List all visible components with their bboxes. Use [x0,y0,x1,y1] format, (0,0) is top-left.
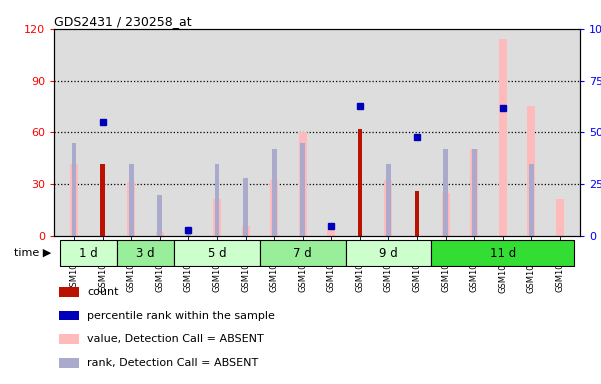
Text: GDS2431 / 230258_at: GDS2431 / 230258_at [54,15,192,28]
Bar [213,199,221,236]
Bar [499,39,507,236]
Bar [470,149,478,236]
Text: value, Detection Call = ABSENT: value, Detection Call = ABSENT [87,334,264,344]
Text: 11 d: 11 d [490,247,516,260]
Bar [386,164,391,236]
Bar [100,164,105,236]
Bar [442,193,450,236]
Bar [415,191,419,236]
Bar [59,358,79,368]
Bar [444,149,448,236]
Bar [346,240,432,266]
Bar [59,311,79,321]
Bar [529,164,534,236]
Bar [358,129,362,236]
Text: time ▶: time ▶ [14,248,51,258]
Bar [385,180,392,236]
Bar [60,240,117,266]
Bar [243,178,248,236]
Bar [186,230,191,236]
Text: 5 d: 5 d [208,247,227,260]
Bar [59,334,79,344]
Bar [174,240,260,266]
Text: count: count [87,287,119,297]
Bar [117,240,174,266]
Text: 7 d: 7 d [293,247,312,260]
Bar [299,132,307,236]
Bar [157,195,162,236]
Text: 9 d: 9 d [379,247,398,260]
Bar [59,287,79,297]
Text: percentile rank within the sample: percentile rank within the sample [87,311,275,321]
Bar [72,143,76,236]
Bar [129,164,133,236]
Bar [215,164,219,236]
Bar [156,232,164,236]
Text: 3 d: 3 d [136,247,155,260]
Bar [242,226,249,236]
Bar [260,240,346,266]
Bar [472,149,477,236]
Bar [556,199,564,236]
Bar [300,143,305,236]
Bar [328,230,335,236]
Bar [528,106,535,236]
Text: 1 d: 1 d [79,247,98,260]
Bar [127,182,135,236]
Bar [70,164,78,236]
Bar [270,180,278,236]
Text: rank, Detection Call = ABSENT: rank, Detection Call = ABSENT [87,358,258,368]
Bar [432,240,574,266]
Bar [272,149,276,236]
